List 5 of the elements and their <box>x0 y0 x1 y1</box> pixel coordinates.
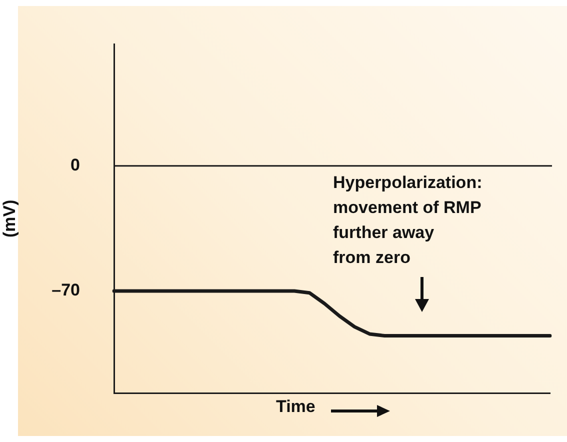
annotation: Hyperpolarization: movement of RMP further away from zero <box>333 172 482 269</box>
y-tick-label: 0 <box>70 156 80 175</box>
x-axis-title: Time <box>276 397 316 417</box>
y-axis-title: (mV) <box>0 200 19 238</box>
y-tick-label: –70 <box>52 280 80 300</box>
